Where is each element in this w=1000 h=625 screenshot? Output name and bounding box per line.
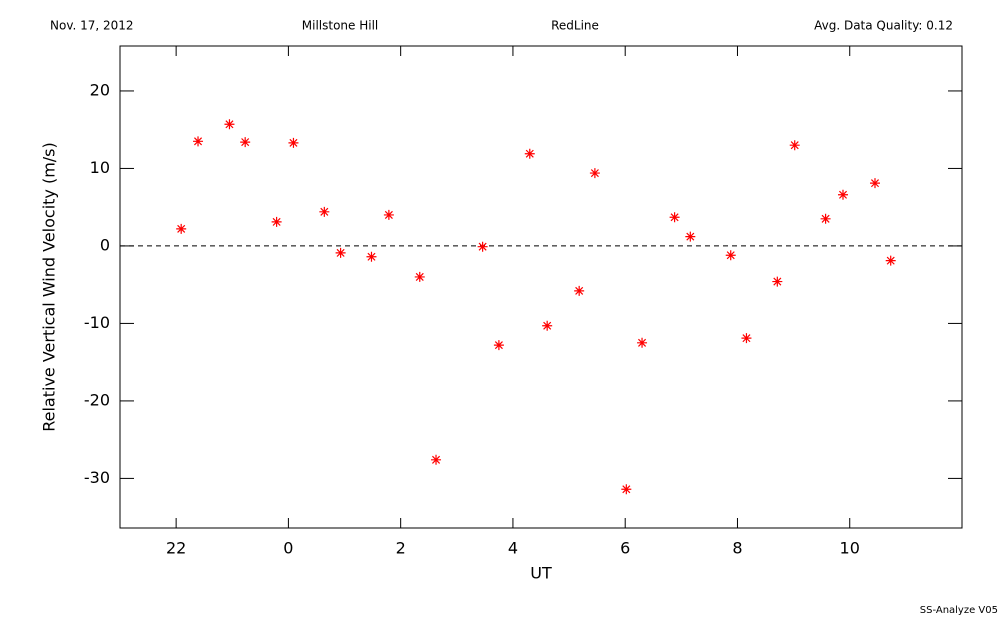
- x-tick-label: 2: [396, 539, 406, 558]
- x-tick-label: 22: [166, 539, 186, 558]
- point: [574, 285, 585, 296]
- point: [414, 271, 425, 282]
- point: [772, 276, 783, 287]
- point: [542, 320, 553, 331]
- x-axis-label: UT: [530, 564, 552, 583]
- y-tick-label: -30: [84, 468, 110, 487]
- point: [820, 213, 831, 224]
- point: [477, 241, 488, 252]
- y-tick-label: 20: [90, 80, 110, 99]
- footer: SS-Analyze V05: [920, 605, 998, 616]
- point: [637, 337, 648, 348]
- x-tick-label: 4: [508, 539, 518, 558]
- point: [240, 137, 251, 148]
- point: [271, 216, 282, 227]
- point: [837, 189, 848, 200]
- point: [725, 250, 736, 261]
- x-tick-label: 0: [283, 539, 293, 558]
- point: [383, 209, 394, 220]
- point: [789, 140, 800, 151]
- header-date: Nov. 17, 2012: [50, 19, 134, 33]
- point: [193, 136, 204, 147]
- point: [335, 247, 346, 258]
- point: [288, 137, 299, 148]
- x-tick-label: 10: [840, 539, 860, 558]
- point: [493, 340, 504, 351]
- point: [621, 484, 632, 495]
- point: [431, 454, 442, 465]
- y-tick-label: -20: [84, 390, 110, 409]
- point: [366, 251, 377, 262]
- point: [319, 206, 330, 217]
- plot-frame: [119, 45, 963, 529]
- y-tick-label: -10: [84, 313, 110, 332]
- x-tick-label: 6: [620, 539, 630, 558]
- point: [224, 119, 235, 130]
- point: [589, 168, 600, 179]
- point: [685, 231, 696, 242]
- point: [885, 255, 896, 266]
- header-quality: Avg. Data Quality: 0.12: [814, 19, 953, 33]
- x-tick-label: 8: [732, 539, 742, 558]
- point: [741, 333, 752, 344]
- point: [869, 178, 880, 189]
- header-title: RedLine: [551, 19, 599, 33]
- point: [669, 212, 680, 223]
- y-axis-label: Relative Vertical Wind Velocity (m/s): [40, 142, 59, 432]
- y-tick-label: 10: [90, 158, 110, 177]
- y-tick-label: 0: [100, 235, 110, 254]
- point: [176, 223, 187, 234]
- header-site: Millstone Hill: [302, 19, 378, 33]
- point: [524, 148, 535, 159]
